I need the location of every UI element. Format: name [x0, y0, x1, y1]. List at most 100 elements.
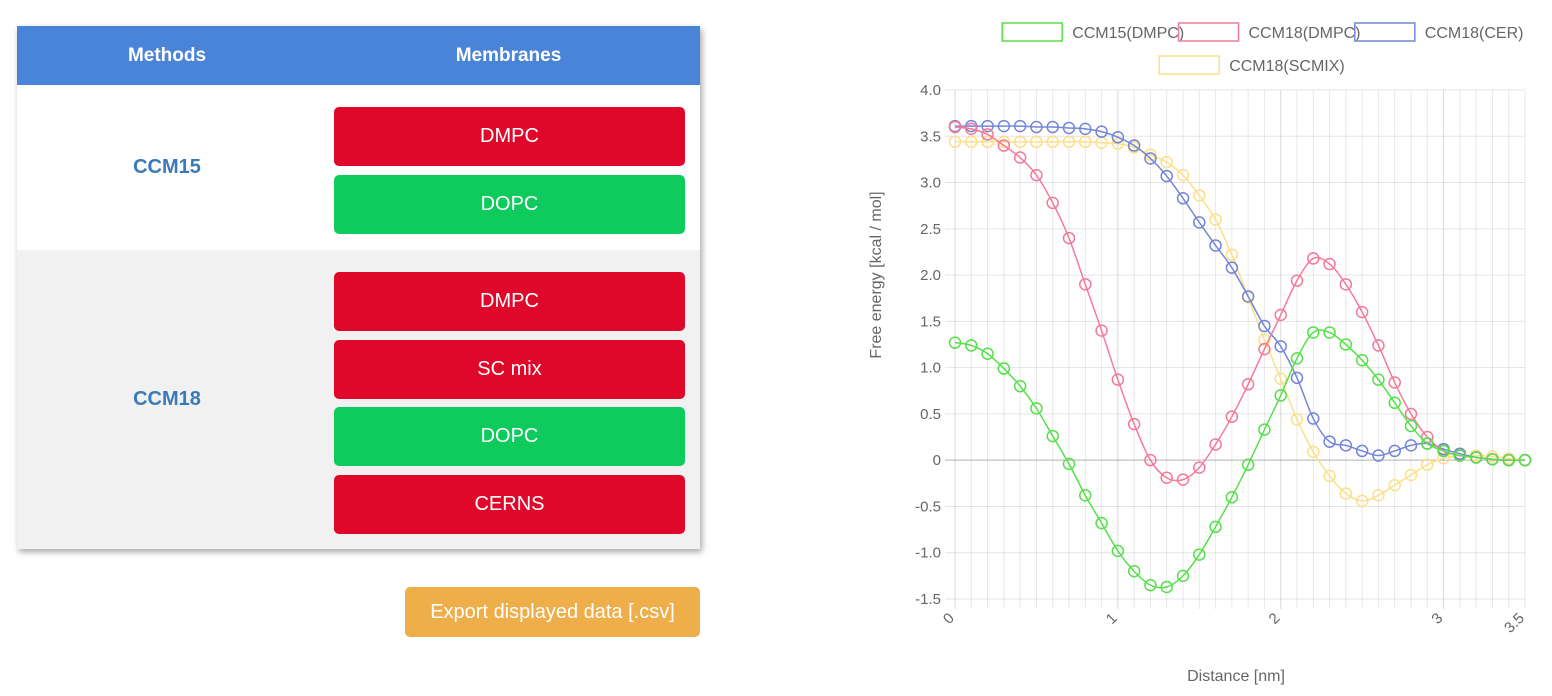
legend-item[interactable]: CCM18(DMPC) — [1177, 22, 1361, 42]
data-point[interactable] — [1307, 412, 1320, 425]
membrane-button-sc-mix[interactable]: SC mix — [334, 340, 685, 399]
data-point[interactable] — [1062, 457, 1076, 471]
data-point[interactable] — [1062, 121, 1076, 135]
data-point[interactable] — [1193, 548, 1206, 561]
data-point[interactable] — [1225, 490, 1239, 504]
data-point[interactable] — [1437, 452, 1450, 465]
data-point[interactable] — [1274, 372, 1287, 385]
membrane-button-dopc[interactable]: DOPC — [334, 407, 685, 466]
data-point[interactable] — [1453, 449, 1467, 462]
data-point[interactable] — [1013, 119, 1027, 133]
data-point[interactable] — [1258, 342, 1271, 356]
data-point[interactable] — [981, 135, 994, 149]
data-point[interactable] — [1193, 461, 1206, 474]
data-point[interactable] — [1307, 252, 1320, 265]
data-point[interactable] — [1372, 339, 1385, 352]
data-point[interactable] — [1013, 151, 1027, 164]
data-point[interactable] — [1209, 239, 1222, 252]
data-point[interactable] — [1030, 168, 1043, 182]
data-point[interactable] — [1111, 544, 1125, 558]
data-point[interactable] — [1388, 444, 1401, 458]
data-point[interactable] — [1046, 429, 1059, 443]
export-csv-button[interactable]: Export displayed data [.csv] — [405, 587, 700, 637]
membrane-button-dmpc[interactable]: DMPC — [334, 272, 685, 331]
data-point[interactable] — [1144, 152, 1157, 165]
data-point[interactable] — [1388, 478, 1401, 492]
data-point[interactable] — [981, 128, 994, 141]
data-point[interactable] — [1355, 305, 1369, 319]
data-point[interactable] — [1193, 189, 1206, 202]
data-point[interactable] — [1323, 469, 1336, 483]
data-point[interactable] — [1339, 278, 1353, 291]
data-point[interactable] — [1290, 413, 1304, 426]
data-point[interactable] — [1176, 168, 1190, 182]
data-point[interactable] — [1144, 453, 1157, 467]
data-point[interactable] — [1111, 130, 1125, 144]
data-point[interactable] — [965, 122, 978, 136]
data-point[interactable] — [1323, 435, 1336, 448]
data-point[interactable] — [1421, 430, 1434, 444]
data-point[interactable] — [1323, 257, 1336, 271]
data-point[interactable] — [1274, 340, 1287, 353]
data-point[interactable] — [1241, 290, 1255, 303]
data-point[interactable] — [1225, 248, 1239, 261]
data-point[interactable] — [981, 347, 994, 361]
data-point[interactable] — [1176, 473, 1190, 486]
legend-item[interactable]: CCM18(SCMIX) — [1158, 55, 1345, 75]
data-point[interactable] — [1339, 487, 1353, 500]
data-point[interactable] — [997, 139, 1011, 152]
data-point[interactable] — [1437, 444, 1450, 458]
data-point[interactable] — [1079, 278, 1092, 291]
data-point[interactable] — [1046, 135, 1059, 149]
data-point[interactable] — [948, 336, 962, 349]
data-point[interactable] — [1046, 120, 1059, 134]
data-point[interactable] — [1388, 376, 1401, 389]
data-point[interactable] — [1095, 516, 1108, 530]
data-point[interactable] — [1079, 122, 1092, 136]
data-point[interactable] — [1290, 371, 1304, 385]
data-point[interactable] — [1046, 196, 1059, 210]
data-point[interactable] — [965, 339, 978, 352]
data-point[interactable] — [1339, 439, 1353, 452]
data-point[interactable] — [1404, 419, 1418, 433]
data-point[interactable] — [1339, 338, 1353, 351]
membrane-button-dmpc[interactable]: DMPC — [334, 107, 685, 166]
data-point[interactable] — [1355, 353, 1369, 367]
data-point[interactable] — [1388, 396, 1401, 410]
data-point[interactable] — [1421, 437, 1434, 450]
data-point[interactable] — [1307, 326, 1320, 339]
data-point[interactable] — [1176, 192, 1190, 205]
data-point[interactable] — [1307, 445, 1320, 459]
data-point[interactable] — [1030, 135, 1043, 149]
data-point[interactable] — [1372, 489, 1385, 502]
data-point[interactable] — [1062, 135, 1076, 149]
data-point[interactable] — [1241, 378, 1255, 391]
data-point[interactable] — [1323, 326, 1336, 339]
data-point[interactable] — [1225, 410, 1239, 423]
data-point[interactable] — [1404, 407, 1418, 421]
data-point[interactable] — [1062, 231, 1076, 245]
data-point[interactable] — [1209, 438, 1222, 451]
data-point[interactable] — [1209, 213, 1222, 226]
data-point[interactable] — [1355, 494, 1369, 508]
data-point[interactable] — [997, 362, 1011, 375]
data-point[interactable] — [1355, 444, 1369, 458]
data-point[interactable] — [1127, 417, 1141, 431]
data-point[interactable] — [997, 119, 1011, 133]
data-point[interactable] — [1079, 489, 1092, 502]
data-point[interactable] — [1030, 120, 1043, 134]
data-point[interactable] — [1290, 274, 1304, 287]
data-point[interactable] — [1193, 216, 1206, 229]
data-point[interactable] — [1241, 458, 1255, 472]
data-point[interactable] — [1160, 169, 1173, 183]
data-point[interactable] — [1030, 402, 1043, 415]
data-point[interactable] — [1258, 319, 1271, 333]
data-point[interactable] — [1258, 423, 1271, 436]
data-point[interactable] — [1290, 352, 1304, 365]
data-point[interactable] — [1502, 453, 1515, 467]
data-point[interactable] — [1274, 389, 1287, 402]
data-point[interactable] — [1095, 324, 1108, 337]
data-point[interactable] — [1127, 139, 1141, 152]
data-point[interactable] — [1404, 439, 1418, 452]
data-point[interactable] — [1111, 373, 1125, 386]
